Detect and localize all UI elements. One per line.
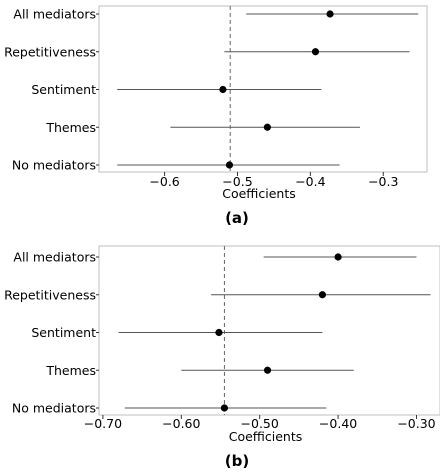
row-repetitiveness: Repetitiveness <box>4 44 410 59</box>
estimate-point <box>326 10 334 18</box>
row-no-mediators: No mediators <box>12 401 327 416</box>
estimate-point <box>334 253 342 261</box>
y-tick-label: Sentiment <box>31 325 96 340</box>
estimate-point <box>219 85 227 94</box>
panel-label: (b) <box>225 452 249 470</box>
y-tick-label: No mediators <box>12 401 96 416</box>
estimate-point <box>220 404 229 412</box>
x-tick-label: −0.30 <box>397 416 435 431</box>
x-tick-label: −0.70 <box>84 416 122 431</box>
estimate-point <box>263 366 272 374</box>
row-themes: Themes <box>45 363 354 378</box>
x-tick-label: −0.50 <box>241 416 279 431</box>
row-no-mediators: No mediators <box>12 158 340 173</box>
y-tick-label: Repetitiveness <box>4 287 96 302</box>
plot-frame <box>98 245 440 416</box>
x-axis-label: Coefficients <box>229 429 303 444</box>
estimate-point <box>263 123 271 131</box>
y-tick-label: Sentiment <box>31 82 96 97</box>
x-tick-label: −0.60 <box>162 416 200 431</box>
row-repetitiveness: Repetitiveness <box>4 287 431 302</box>
x-tick-label: −0.5 <box>222 174 252 189</box>
y-tick-label: Themes <box>45 363 96 378</box>
estimate-point <box>311 48 320 56</box>
x-tick-label: −0.40 <box>319 416 357 431</box>
y-tick-label: Themes <box>45 120 96 135</box>
row-all-mediators: All mediators <box>13 7 419 22</box>
y-tick-label: All mediators <box>13 7 96 22</box>
y-tick-label: No mediators <box>12 158 96 173</box>
estimate-point <box>215 328 223 337</box>
estimate-point <box>318 291 327 299</box>
row-sentiment: Sentiment <box>31 82 322 97</box>
x-tick-label: −0.6 <box>149 174 179 189</box>
panel-label: (a) <box>225 209 249 227</box>
x-tick-label: −0.4 <box>295 174 325 189</box>
row-sentiment: Sentiment <box>31 325 323 340</box>
panel-a: All mediators Repetitiveness Sentiment Them… <box>4 5 428 227</box>
x-tick-label: −0.3 <box>368 174 398 189</box>
x-axis-label: Coefficients <box>222 186 296 201</box>
panel-b: All mediators Repetitiveness Sentiment Them… <box>4 245 440 470</box>
y-tick-label: All mediators <box>13 250 96 265</box>
estimate-point <box>225 161 234 169</box>
row-all-mediators: All mediators <box>13 250 417 265</box>
y-tick-label: Repetitiveness <box>4 44 96 59</box>
row-themes: Themes <box>45 120 360 135</box>
